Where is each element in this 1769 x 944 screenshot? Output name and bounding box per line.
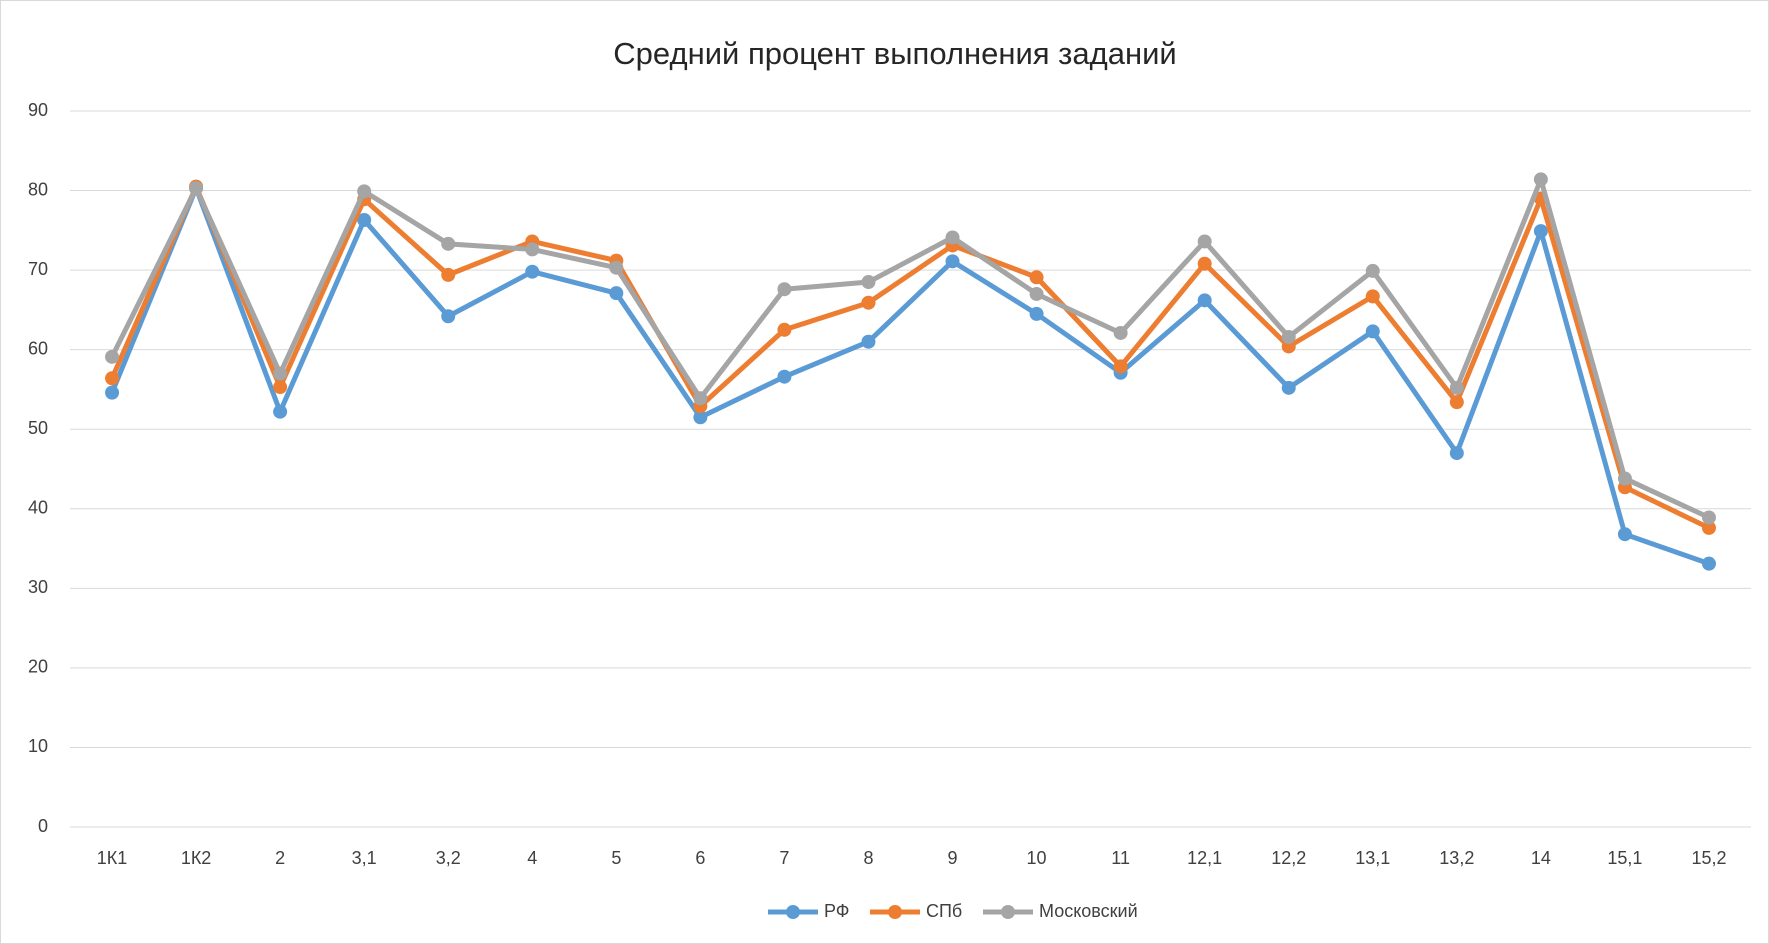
data-point: [777, 369, 792, 384]
x-tick-label: 12,2: [1271, 848, 1306, 868]
x-tick-label: 10: [1027, 848, 1047, 868]
data-point: [441, 309, 456, 324]
legend-marker: [1001, 905, 1015, 919]
y-tick-label: 60: [28, 338, 48, 358]
data-point: [273, 380, 288, 395]
data-point: [1701, 520, 1716, 535]
data-point: [861, 295, 876, 310]
data-point: [1449, 395, 1464, 410]
data-point: [441, 267, 456, 282]
x-tick-label: 13,2: [1439, 848, 1474, 868]
data-point: [1533, 172, 1548, 187]
data-point: [1281, 380, 1296, 395]
x-tick-label: 3,2: [436, 848, 461, 868]
x-tick-label: 13,1: [1355, 848, 1390, 868]
y-tick-label: 20: [28, 657, 48, 677]
data-point: [1113, 325, 1128, 340]
data-point: [525, 264, 540, 279]
data-point: [357, 212, 372, 227]
legend-label: Московский: [1039, 901, 1138, 921]
data-point: [105, 349, 120, 364]
data-point: [609, 286, 624, 301]
data-point: [1365, 263, 1380, 278]
data-point: [1113, 359, 1128, 374]
y-tick-label: 30: [28, 577, 48, 597]
data-point: [1197, 256, 1212, 271]
series-line: [109, 176, 1711, 520]
x-tick-label: 11: [1111, 848, 1130, 868]
legend-label: РФ: [824, 901, 850, 921]
x-tick-label: 9: [948, 848, 958, 868]
data-point: [357, 184, 372, 199]
data-point: [105, 385, 120, 400]
data-point: [105, 371, 120, 386]
data-point: [861, 334, 876, 349]
legend-marker: [786, 905, 800, 919]
x-tick-label: 14: [1531, 848, 1551, 868]
x-tick-label: 8: [863, 848, 873, 868]
data-point: [1029, 306, 1044, 321]
series-line: [109, 184, 1711, 531]
data-point: [609, 260, 624, 275]
data-point: [1449, 380, 1464, 395]
data-point: [777, 282, 792, 297]
y-tick-label: 10: [28, 736, 48, 756]
data-point: [273, 404, 288, 419]
data-point: [1617, 471, 1632, 486]
data-point: [1197, 293, 1212, 308]
legend-marker: [888, 905, 902, 919]
series-line: [109, 185, 1710, 567]
y-tick-label: 50: [28, 418, 48, 438]
x-tick-label: 3,1: [352, 848, 377, 868]
legend-label: СПб: [926, 901, 962, 921]
data-point: [1701, 556, 1716, 571]
y-tick-label: 90: [28, 100, 48, 120]
data-point: [777, 322, 792, 337]
data-point: [1617, 527, 1632, 542]
data-point: [1449, 446, 1464, 461]
y-tick-label: 0: [38, 816, 48, 836]
x-tick-label: 1К2: [181, 848, 212, 868]
x-tick-label: 6: [695, 848, 705, 868]
data-point: [1533, 224, 1548, 239]
x-tick-label: 4: [527, 848, 537, 868]
y-tick-label: 80: [28, 179, 48, 199]
data-point: [693, 410, 708, 425]
x-tick-label: 7: [779, 848, 789, 868]
data-point: [189, 181, 204, 196]
y-tick-label: 40: [28, 498, 48, 518]
data-point: [1365, 289, 1380, 304]
data-point: [945, 254, 960, 269]
data-point: [1365, 324, 1380, 339]
data-point: [1029, 270, 1044, 285]
data-point: [1197, 234, 1212, 249]
x-tick-label: 2: [275, 848, 285, 868]
data-point: [441, 236, 456, 251]
data-point: [1281, 329, 1296, 344]
x-tick-label: 5: [611, 848, 621, 868]
chart-title: Средний процент выполнения заданий: [613, 36, 1176, 71]
x-tick-label: 1К1: [97, 848, 128, 868]
x-tick-label: 15,1: [1607, 848, 1642, 868]
x-tick-label: 12,1: [1187, 848, 1222, 868]
data-point: [1029, 286, 1044, 301]
data-point: [525, 242, 540, 257]
data-point: [1701, 510, 1716, 525]
data-point: [693, 391, 708, 406]
y-tick-label: 70: [28, 259, 48, 279]
data-point: [945, 230, 960, 245]
x-tick-label: 15,2: [1691, 848, 1726, 868]
data-point: [861, 275, 876, 290]
data-point: [273, 366, 288, 381]
